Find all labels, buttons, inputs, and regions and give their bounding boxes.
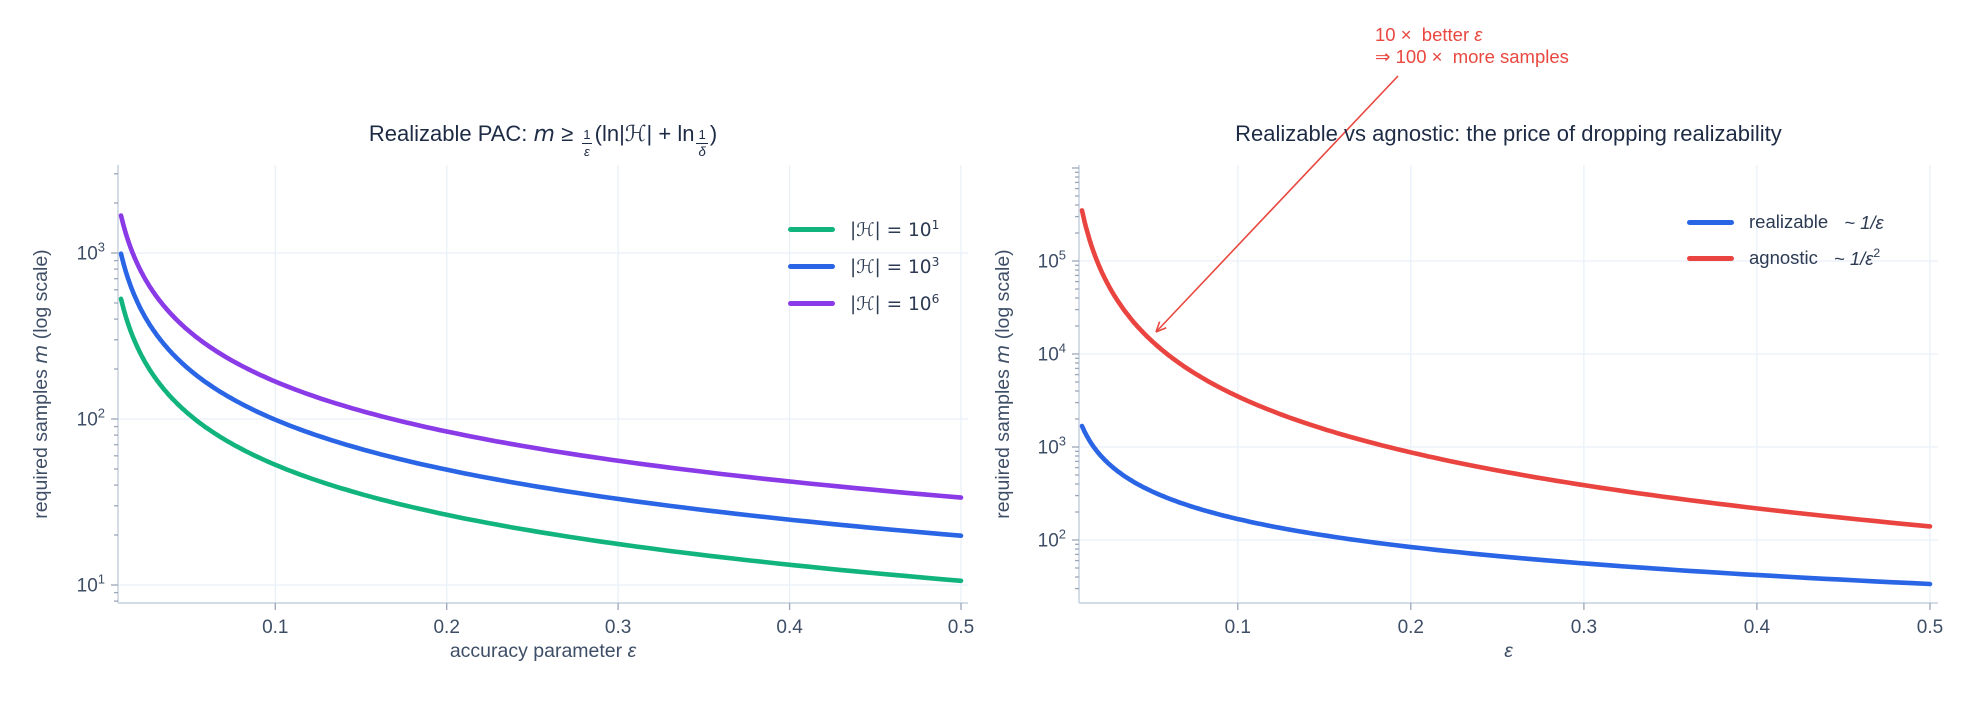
x-tick-label: 0.2 [1398, 617, 1424, 638]
legend-label: |ℋ| = 106 [850, 291, 940, 316]
legend-line-swatch [1687, 219, 1734, 225]
realizable-vs-agnostic-axes-spines [1078, 165, 1938, 604]
legend-line-swatch [788, 301, 835, 306]
y-tick-label: 102 [1038, 527, 1066, 552]
right-y-axis-label: required samples m (log scale) [991, 249, 1014, 519]
left-legend: |ℋ| = 101 |ℋ| = 103 |ℋ| = 106 [788, 211, 939, 322]
legend-label: realizable ~ 1/ε [1749, 211, 1884, 233]
title-script-H: ℋ [624, 122, 647, 147]
agnostic-curve [1079, 208, 1933, 529]
title-ge: ≥ [554, 121, 580, 146]
realizable-curve [1079, 423, 1933, 587]
realizable-vs-agnostic-chart: 0.1 0.2 0.3 0.4 0.5 102 103 104 105 [1038, 75, 1943, 638]
realizable-pac-chart: 0.1 0.2 0.3 0.4 0.5 101 102 103 [77, 165, 975, 638]
legend-label: |ℋ| = 103 [850, 254, 940, 279]
annotation-line-1: 10 × better ε [1375, 24, 1483, 45]
y-tick-label: 102 [77, 406, 105, 431]
realizable-pac-axes-spines [117, 165, 968, 604]
annotation-text: 10 × better ε ⇒ 100 × more samples [1375, 24, 1569, 68]
y-tick-label: 103 [1038, 434, 1066, 459]
H-10-6-curve [118, 213, 964, 500]
x-tick-label: 0.1 [262, 617, 288, 638]
title-m: m [533, 122, 555, 147]
annotation-line-2: ⇒ 100 × more samples [1375, 46, 1569, 67]
H-10-3-curve [118, 251, 964, 538]
legend-item: agnostic ~ 1/ε2 [1687, 240, 1884, 276]
y-tick-label: 101 [77, 572, 105, 597]
title-close-paren: ) [709, 121, 718, 146]
legend-label: agnostic ~ 1/ε2 [1749, 246, 1881, 269]
x-tick-label: 0.4 [1744, 617, 1771, 638]
x-tick-label: 0.5 [1917, 617, 1943, 638]
title-text: Realizable PAC: [368, 121, 534, 146]
annotation-arrow [1155, 75, 1399, 333]
right-x-axis-label: ε [1504, 640, 1513, 662]
left-y-axis-label: required samples m (log scale) [29, 249, 52, 519]
x-tick-label: 0.5 [948, 617, 974, 638]
legend-item: realizable ~ 1/ε [1687, 204, 1884, 240]
legend-item: |ℋ| = 103 [788, 248, 939, 285]
x-tick-label: 0.1 [1225, 617, 1251, 638]
y-tick-label: 105 [1038, 248, 1066, 273]
realizable-vs-agnostic-gridlines [1079, 165, 1938, 603]
realizable-vs-agnostic-tick-marks [1072, 167, 1931, 610]
x-tick-label: 0.3 [1571, 617, 1597, 638]
realizable-pac-tick-marks [111, 173, 962, 610]
x-tick-label: 0.3 [605, 617, 631, 638]
y-tick-label: 104 [1038, 341, 1066, 366]
legend-item: |ℋ| = 106 [788, 285, 939, 322]
H-10-1-curve [118, 296, 964, 584]
realizable-pac-gridlines [118, 165, 968, 603]
legend-line-swatch [788, 264, 835, 269]
title-ln-open: (ln| [594, 121, 625, 146]
legend-label: |ℋ| = 101 [850, 217, 940, 242]
legend-line-swatch [1687, 255, 1734, 261]
y-tick-label: 103 [77, 239, 105, 264]
right-chart-title: Realizable vs agnostic: the price of dro… [1235, 121, 1782, 146]
left-x-axis-label: accuracy parameter ε [449, 640, 637, 662]
x-tick-label: 0.2 [433, 617, 459, 638]
realizable-pac-tick-labels: 0.1 0.2 0.3 0.4 0.5 101 102 103 [77, 239, 975, 638]
legend-line-swatch [788, 227, 835, 232]
legend-item: |ℋ| = 101 [788, 211, 939, 248]
left-chart-title: Realizable PAC: m ≥ 1 ε (ln|ℋ| + ln 1 δ) [118, 121, 968, 159]
x-tick-label: 0.4 [776, 617, 803, 638]
right-legend: realizable ~ 1/ε agnostic ~ 1/ε2 [1687, 204, 1884, 276]
title-ln-2: | + ln [646, 121, 695, 146]
